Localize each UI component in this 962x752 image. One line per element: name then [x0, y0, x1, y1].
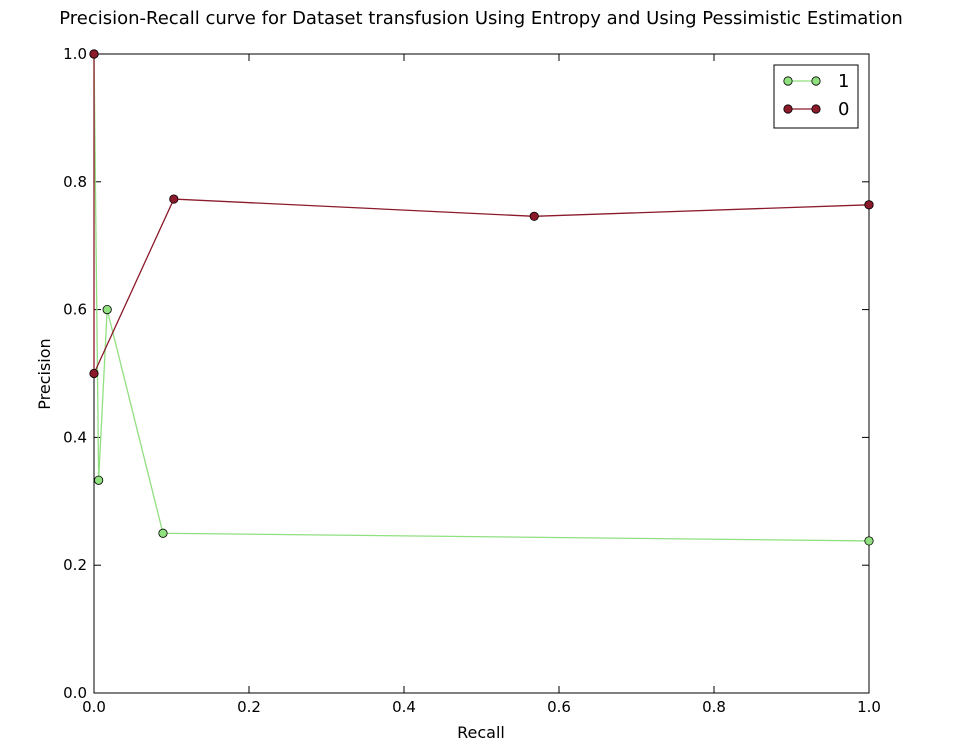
y-tick-label: 0.0: [63, 684, 87, 702]
y-axis-ticks: 0.0 0.2 0.4 0.6 0.8 1.0: [63, 45, 869, 702]
data-point: [89, 368, 99, 379]
x-tick-label: 0.4: [392, 698, 416, 716]
legend-marker: [811, 104, 821, 114]
data-point: [864, 200, 874, 210]
data-point: [864, 536, 874, 546]
data-point: [529, 211, 539, 221]
legend-entry: 1: [783, 71, 849, 92]
legend-entry: 0: [783, 99, 849, 120]
legend-marker: [783, 76, 793, 86]
legend-entries: 10: [783, 71, 849, 120]
x-tick-label: 1.0: [857, 698, 881, 716]
x-tick-label: 0.6: [547, 698, 571, 716]
plot-frame: [93, 53, 870, 694]
x-tick-label: 0.0: [82, 698, 106, 716]
y-tick-label: 0.4: [63, 428, 87, 446]
data-point: [94, 475, 104, 485]
x-tick-label: 0.8: [702, 698, 726, 716]
y-tick-label: 0.6: [63, 301, 87, 319]
data-point: [89, 49, 99, 59]
chart-title: Precision-Recall curve for Dataset trans…: [59, 8, 903, 29]
x-tick-label: 0.2: [237, 698, 261, 716]
data-point: [158, 528, 168, 538]
x-axis-ticks: 0.0 0.2 0.4 0.6 0.8 1.0: [82, 54, 881, 716]
data-point: [102, 304, 112, 315]
y-tick-label: 0.8: [63, 173, 87, 191]
series-0: [89, 49, 874, 379]
data-point: [169, 194, 179, 204]
legend-marker: [783, 104, 793, 114]
x-axis-label: Recall: [457, 723, 505, 742]
legend-box: [773, 64, 859, 129]
legend: 10: [773, 64, 859, 129]
y-axis-label: Precision: [35, 338, 54, 409]
y-tick-label: 0.2: [63, 556, 87, 574]
series-layer: [89, 49, 874, 546]
legend-label: 1: [838, 71, 849, 92]
y-tick-label: 1.0: [63, 45, 87, 63]
legend-marker: [811, 76, 821, 86]
legend-label: 0: [838, 99, 849, 120]
